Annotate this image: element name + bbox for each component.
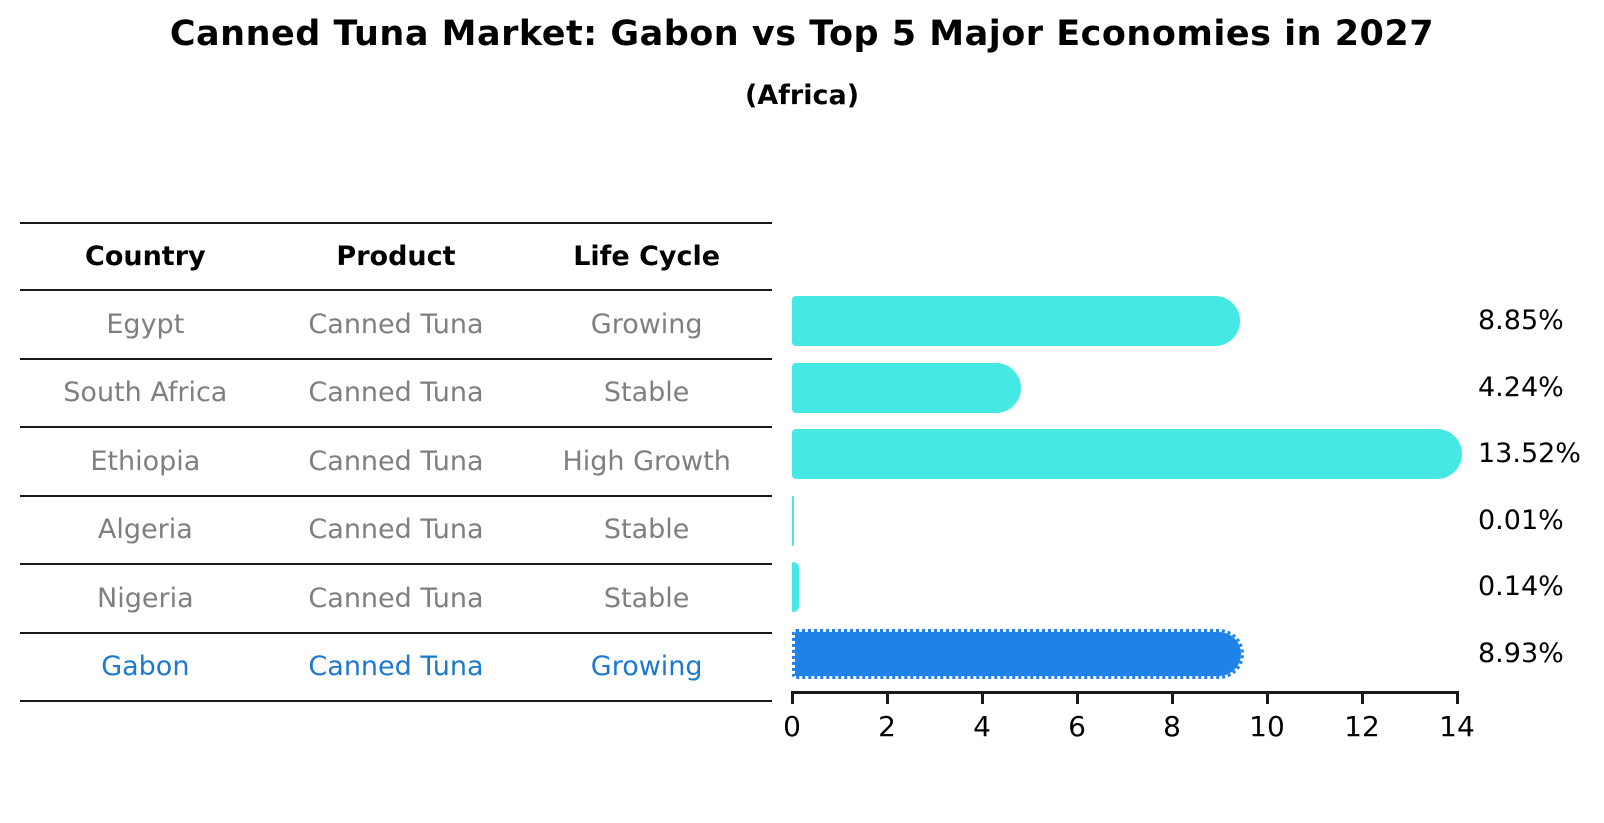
cell-product: Canned Tuna xyxy=(308,308,484,340)
value-label-gabon: 8.93% xyxy=(1478,637,1564,669)
bar-algeria xyxy=(792,495,794,546)
cell-product: Canned Tuna xyxy=(308,582,484,614)
cell-life-cycle: Stable xyxy=(603,582,690,614)
x-tick-label: 14 xyxy=(1439,710,1475,743)
bar-ethiopia xyxy=(792,429,1463,479)
value-label-algeria: 0.01% xyxy=(1478,504,1564,536)
chart-subtitle: (Africa) xyxy=(744,80,860,111)
bar-south-africa xyxy=(792,362,1022,413)
x-tick-label: 8 xyxy=(1163,710,1181,743)
x-tick-mark xyxy=(980,694,984,704)
x-tick-mark xyxy=(1265,694,1269,704)
cell-product: Canned Tuna xyxy=(308,377,484,409)
x-tick-label: 12 xyxy=(1344,710,1380,743)
chart-title: Canned Tuna Market: Gabon vs Top 5 Major… xyxy=(169,14,1435,54)
bar-egypt xyxy=(792,296,1241,346)
cell-life-cycle: Growing xyxy=(590,308,703,340)
cell-country: Nigeria xyxy=(97,582,194,614)
cell-product: Canned Tuna xyxy=(308,651,484,683)
header-life-cycle: Life Cycle xyxy=(573,241,721,272)
x-axis-line xyxy=(791,691,1459,694)
cell-life-cycle: Stable xyxy=(603,514,690,546)
x-tick-mark xyxy=(1360,694,1364,704)
cell-country: Ethiopia xyxy=(90,445,201,477)
cell-life-cycle: Growing xyxy=(590,651,703,683)
country-table: Country Product Life Cycle Egypt Canned … xyxy=(20,222,772,702)
x-tick-mark xyxy=(885,694,889,704)
bar-nigeria xyxy=(792,562,799,612)
x-tick-label: 4 xyxy=(973,710,991,743)
table-row-gabon-highlighted: Gabon Canned Tuna Growing xyxy=(20,634,772,702)
table-row-south-africa: South Africa Canned Tuna Stable xyxy=(20,360,772,428)
table-row-nigeria: Nigeria Canned Tuna Stable xyxy=(20,565,772,634)
header-country: Country xyxy=(85,241,206,272)
x-tick-mark xyxy=(1075,694,1079,704)
bar-plot-area: 0 2 4 6 8 10 12 14 xyxy=(783,222,1475,743)
x-tick-mark xyxy=(1455,694,1459,704)
bar-gabon-highlight xyxy=(792,628,1245,679)
cell-product: Canned Tuna xyxy=(308,445,484,477)
cell-country: Gabon xyxy=(101,651,190,683)
value-label-south-africa: 4.24% xyxy=(1478,371,1564,403)
x-tick-mark xyxy=(790,694,794,704)
cell-country: Egypt xyxy=(106,308,185,340)
value-label-nigeria: 0.14% xyxy=(1478,571,1564,602)
cell-product: Canned Tuna xyxy=(308,514,484,546)
x-tick-label: 6 xyxy=(1068,710,1086,743)
cell-life-cycle: Stable xyxy=(603,377,690,409)
cell-country: South Africa xyxy=(63,377,228,409)
x-tick-label: 0 xyxy=(783,710,801,743)
cell-life-cycle: High Growth xyxy=(562,445,731,477)
cell-country: Algeria xyxy=(97,514,193,546)
value-label-ethiopia: 13.52% xyxy=(1478,438,1581,469)
x-tick-label: 10 xyxy=(1249,710,1285,743)
table-header-row: Country Product Life Cycle xyxy=(20,222,772,291)
table-row-egypt: Egypt Canned Tuna Growing xyxy=(20,291,772,360)
x-tick-mark xyxy=(1170,694,1174,704)
x-tick-label: 2 xyxy=(878,710,896,743)
header-product: Product xyxy=(336,241,456,272)
table-row-algeria: Algeria Canned Tuna Stable xyxy=(20,497,772,565)
value-label-egypt: 8.85% xyxy=(1478,305,1564,336)
table-row-ethiopia: Ethiopia Canned Tuna High Growth xyxy=(20,428,772,497)
